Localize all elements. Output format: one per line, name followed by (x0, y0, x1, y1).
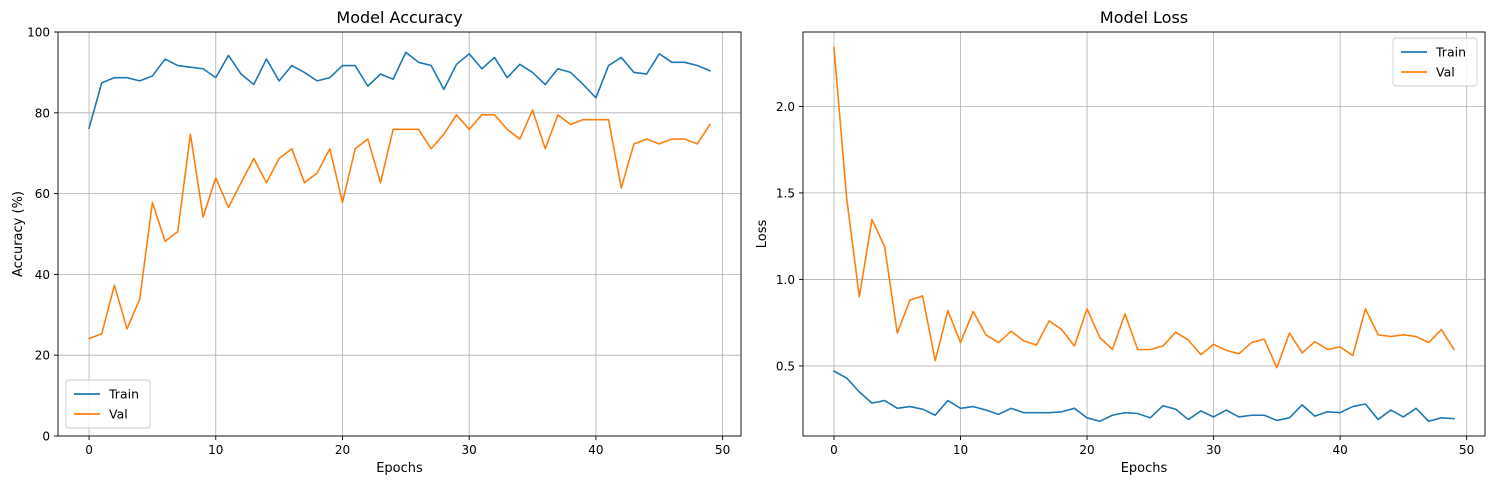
loss-xtick-label: 40 (1332, 443, 1347, 457)
accuracy-y-axis-label: Accuracy (%) (11, 191, 26, 277)
accuracy-xtick-label: 10 (208, 443, 223, 457)
accuracy-ytick-label: 20 (35, 349, 50, 363)
accuracy-ytick-label: 40 (35, 268, 50, 282)
loss-x-axis-label: Epochs (1121, 461, 1168, 476)
accuracy-ytick-label: 80 (35, 106, 50, 120)
loss-legend-label-train: Train (1435, 45, 1466, 60)
accuracy-x-axis-label: Epochs (376, 461, 423, 476)
loss-xtick-label: 10 (953, 443, 968, 457)
accuracy-legend-label-val: Val (109, 407, 128, 422)
loss-legend-label-val: Val (1436, 65, 1455, 80)
loss-ytick-label: 1.5 (776, 186, 795, 200)
accuracy-legend-label-train: Train (108, 387, 139, 402)
accuracy-legend: Train Val (65, 379, 151, 429)
accuracy-ytick-label: 60 (35, 187, 50, 201)
loss-xtick-label: 0 (830, 443, 838, 457)
accuracy-train-line (88, 51, 711, 130)
accuracy-chart: 0 10 20 30 40 50 0 20 40 60 80 100 Model Accuracy Epo… (11, 8, 742, 476)
loss-y-axis-label: Loss (755, 220, 770, 249)
accuracy-chart-title: Model Accuracy (336, 8, 462, 27)
loss-xtick-label: 50 (1459, 443, 1474, 457)
loss-ytick-label: 1.0 (776, 273, 795, 287)
accuracy-xtick-label: 0 (85, 443, 93, 457)
accuracy-xtick-label: 40 (588, 443, 603, 457)
loss-train-line (832, 370, 1455, 423)
accuracy-ytick-label: 100 (27, 26, 50, 40)
loss-xtick-label: 30 (1206, 443, 1221, 457)
loss-legend-box (1392, 37, 1478, 87)
loss-chart: 0 10 20 30 40 50 0.5 1.0 1.5 2.0 Model Loss Epochs L… (755, 8, 1486, 476)
loss-val-line (833, 46, 1456, 369)
loss-legend: Train Val (1392, 37, 1478, 87)
accuracy-xtick-label: 30 (462, 443, 477, 457)
loss-xtick-label: 20 (1079, 443, 1094, 457)
accuracy-axes-frame (57, 31, 742, 437)
loss-ytick-label: 0.5 (776, 359, 795, 373)
accuracy-xtick-label: 50 (715, 443, 730, 457)
loss-chart-title: Model Loss (1100, 8, 1188, 27)
loss-axes-frame (802, 31, 1486, 437)
accuracy-val-line (88, 109, 712, 340)
accuracy-legend-box (65, 379, 151, 429)
loss-ytick-label: 2.0 (776, 100, 795, 114)
accuracy-xtick-label: 20 (335, 443, 350, 457)
accuracy-ytick-label: 0 (42, 430, 50, 444)
